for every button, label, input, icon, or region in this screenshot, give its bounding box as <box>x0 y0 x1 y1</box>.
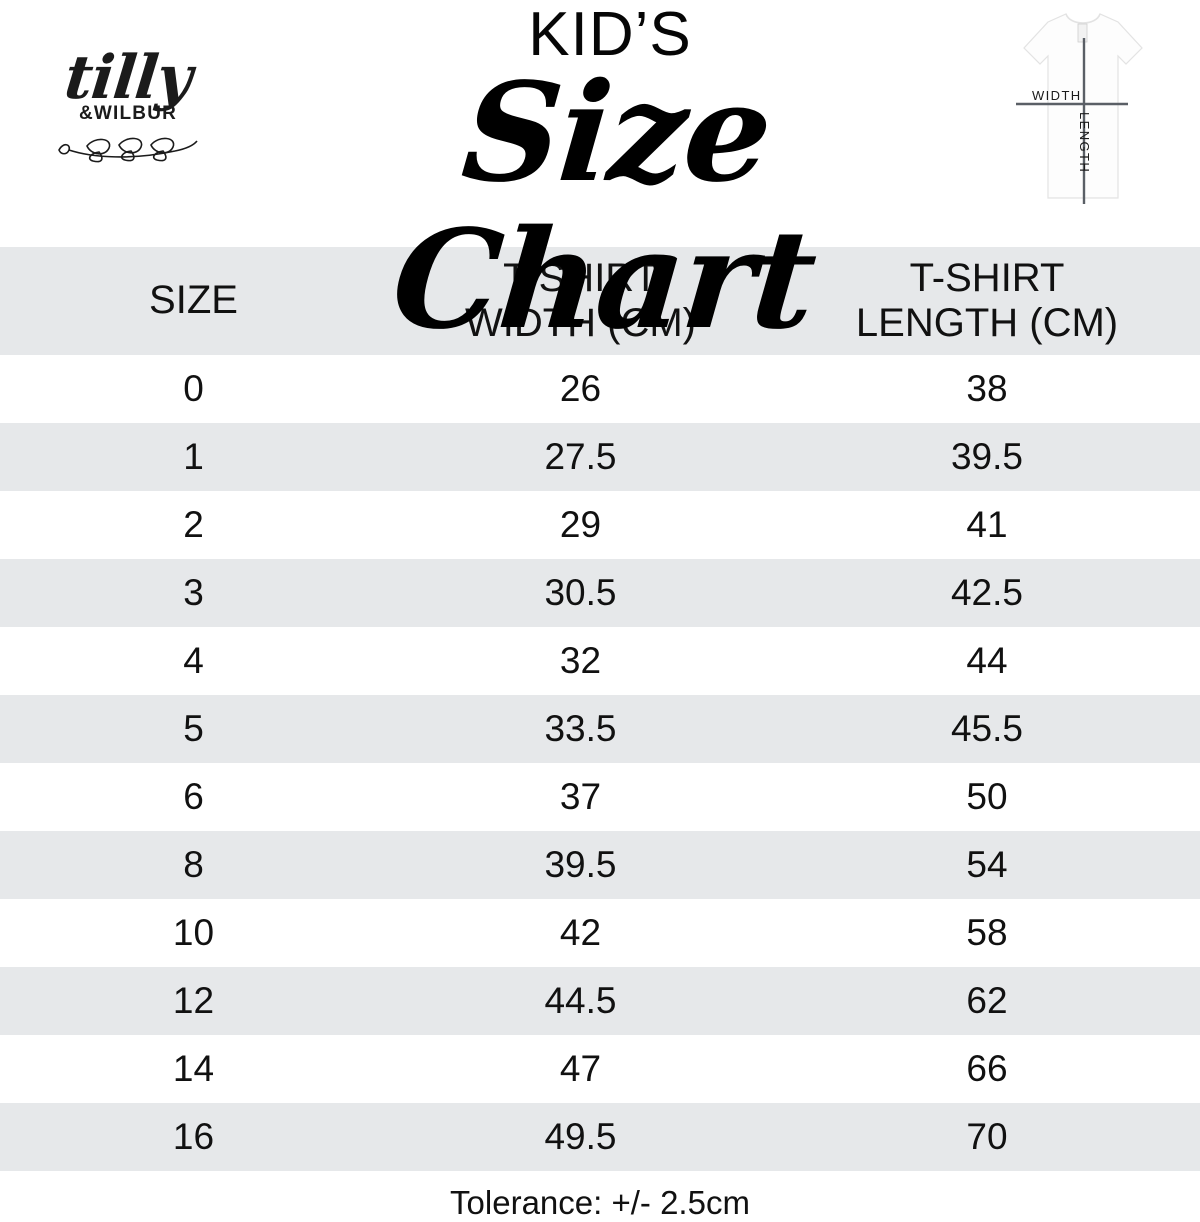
cell-length: 41 <box>774 491 1200 559</box>
cell-size: 3 <box>0 559 387 627</box>
tolerance-note: Tolerance: +/- 2.5cm <box>0 1171 1200 1222</box>
cell-size: 4 <box>0 627 387 695</box>
cell-length: 50 <box>774 763 1200 831</box>
table-row: 1 27.5 39.5 <box>0 423 1200 491</box>
tshirt-width-label: WIDTH <box>1032 88 1082 103</box>
table-body: 0 26 38 1 27.5 39.5 2 29 41 3 30.5 42.5 4 32 44 5 33.5 45… <box>0 355 1200 1171</box>
tshirt-icon: WIDTH LENGTH <box>1016 13 1143 204</box>
cell-width: 26 <box>387 355 774 423</box>
cell-length: 58 <box>774 899 1200 967</box>
leaf-branch-icon <box>48 128 208 164</box>
brand-name-script: tilly <box>61 43 195 113</box>
table-header: SIZE T-SHIRT WIDTH (CM) T-SHIRT LENGTH (… <box>0 247 1200 355</box>
table-row: 6 37 50 <box>0 763 1200 831</box>
cell-size: 5 <box>0 695 387 763</box>
cell-size: 2 <box>0 491 387 559</box>
brand-logo: tilly &WILBUR <box>48 43 208 200</box>
cell-width: 39.5 <box>387 831 774 899</box>
cell-length: 42.5 <box>774 559 1200 627</box>
cell-length: 45.5 <box>774 695 1200 763</box>
cell-width: 42 <box>387 899 774 967</box>
cell-length: 54 <box>774 831 1200 899</box>
table-row: 3 30.5 42.5 <box>0 559 1200 627</box>
cell-size: 16 <box>0 1103 387 1171</box>
cell-width: 32 <box>387 627 774 695</box>
cell-length: 70 <box>774 1103 1200 1171</box>
page-title: KID’S Size Chart <box>250 0 970 360</box>
table-row: 4 32 44 <box>0 627 1200 695</box>
cell-width: 49.5 <box>387 1103 774 1171</box>
chart-header: tilly &WILBUR KID’S Size Chart <box>0 0 1200 360</box>
table-row: 5 33.5 45.5 <box>0 695 1200 763</box>
table-row: 14 47 66 <box>0 1035 1200 1103</box>
cell-width: 33.5 <box>387 695 774 763</box>
cell-width: 37 <box>387 763 774 831</box>
cell-length: 66 <box>774 1035 1200 1103</box>
tshirt-measurement-diagram: WIDTH LENGTH <box>1008 8 1158 220</box>
size-chart-table: SIZE T-SHIRT WIDTH (CM) T-SHIRT LENGTH (… <box>0 247 1200 1171</box>
table-row: 2 29 41 <box>0 491 1200 559</box>
cell-length: 39.5 <box>774 423 1200 491</box>
table-row: 10 42 58 <box>0 899 1200 967</box>
column-header-size: SIZE <box>0 247 387 355</box>
table-row: 0 26 38 <box>0 355 1200 423</box>
table-row: 12 44.5 62 <box>0 967 1200 1035</box>
cell-width: 44.5 <box>387 967 774 1035</box>
cell-length: 62 <box>774 967 1200 1035</box>
cell-size: 12 <box>0 967 387 1035</box>
table-header-row: SIZE T-SHIRT WIDTH (CM) T-SHIRT LENGTH (… <box>0 247 1200 355</box>
cell-size: 1 <box>0 423 387 491</box>
cell-length: 38 <box>774 355 1200 423</box>
cell-size: 0 <box>0 355 387 423</box>
table-row: 8 39.5 54 <box>0 831 1200 899</box>
brand-name-sub: &WILBUR <box>78 103 178 124</box>
title-kicker: KID’S <box>528 0 692 69</box>
cell-size: 6 <box>0 763 387 831</box>
cell-size: 14 <box>0 1035 387 1103</box>
cell-width: 47 <box>387 1035 774 1103</box>
column-header-length: T-SHIRT LENGTH (CM) <box>774 247 1200 355</box>
cell-width: 30.5 <box>387 559 774 627</box>
tshirt-length-label: LENGTH <box>1077 112 1092 173</box>
table-row: 16 49.5 70 <box>0 1103 1200 1171</box>
cell-length: 44 <box>774 627 1200 695</box>
cell-width: 29 <box>387 491 774 559</box>
cell-size: 10 <box>0 899 387 967</box>
column-header-width: T-SHIRT WIDTH (CM) <box>387 247 774 355</box>
cell-width: 27.5 <box>387 423 774 491</box>
title-main: Size Chart <box>386 53 821 360</box>
cell-size: 8 <box>0 831 387 899</box>
